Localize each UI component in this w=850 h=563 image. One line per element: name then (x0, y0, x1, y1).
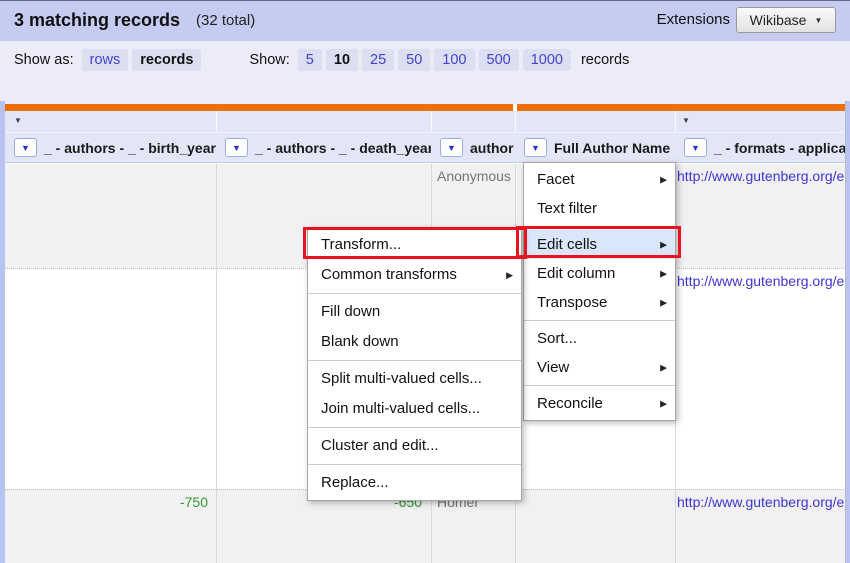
show-as-rows-link[interactable]: rows (81, 49, 129, 71)
column-header-row: ▼ _ - authors - _ - birth_year ▼ _ - aut… (5, 132, 846, 163)
show-controls: Show as: rows records Show: 5 10 25 50 1… (14, 49, 629, 71)
menu-divider (524, 385, 675, 386)
menu-item-reconcile[interactable]: Reconcile ▶ (524, 389, 675, 418)
page-size-5[interactable]: 5 (297, 49, 322, 71)
menu-divider (524, 226, 675, 227)
total-records-count: (32 total) (196, 12, 256, 29)
menu-item-edit-cells[interactable]: Edit cells ▶ (524, 230, 675, 259)
column-header-label: Full Author Name (554, 139, 671, 156)
page-size-500[interactable]: 500 (478, 49, 519, 71)
submenu-arrow-icon: ▶ (660, 297, 667, 307)
column-dropdown-menu: Facet ▶ Text filter Edit cells ▶ Edit colu… (523, 162, 676, 421)
menu-divider (308, 464, 521, 465)
author-cell: Anonymous (437, 168, 511, 184)
grid-top-strip (5, 101, 845, 104)
column-divider (216, 164, 217, 563)
birth-year-cell: -750 (179, 494, 208, 510)
column-dropdown-button[interactable]: ▼ (684, 138, 707, 157)
menu-item-edit-column[interactable]: Edit column ▶ (524, 259, 675, 288)
chevron-down-icon: ▼ (691, 142, 700, 153)
record-group-bar-right (517, 104, 845, 111)
chevron-down-icon: ▼ (814, 15, 823, 25)
column-header-full-author-name: ▼ Full Author Name (515, 133, 675, 162)
column-dropdown-button[interactable]: ▼ (225, 138, 248, 157)
chevron-down-icon: ▼ (531, 142, 540, 153)
page-size-units-label: records (580, 52, 630, 68)
formats-url-link[interactable]: http://www.gutenberg.org/eb (677, 273, 846, 289)
collapse-group-icon[interactable]: ▼ (14, 116, 22, 125)
record-group-bar-left (5, 104, 513, 111)
menu-item-cluster-and-edit[interactable]: Cluster and edit... (321, 437, 439, 454)
extensions-dropdown-button[interactable]: Wikibase ▼ (736, 7, 836, 33)
menu-item-view[interactable]: View ▶ (524, 353, 675, 382)
page-size-25[interactable]: 25 (362, 49, 395, 71)
view-toolbar: Show as: rows records Show: 5 10 25 50 1… (0, 41, 850, 129)
column-header-label: _ - formats - applicatio (714, 139, 846, 156)
submenu-arrow-icon: ▶ (660, 362, 667, 372)
submenu-arrow-icon: ▶ (660, 268, 667, 278)
menu-divider (308, 360, 521, 361)
extensions-label: Extensions (656, 11, 730, 28)
collapse-group-icon[interactable]: ▼ (682, 116, 690, 125)
column-header-label: author (470, 139, 514, 156)
chevron-down-icon: ▼ (232, 142, 241, 153)
menu-item-split-multivalued[interactable]: Split multi-valued cells... (321, 370, 482, 387)
edit-cells-submenu: Transform... Common transforms ▶ Fill dow… (307, 227, 522, 501)
menu-item-replace[interactable]: Replace... (321, 474, 389, 491)
menu-divider (524, 320, 675, 321)
formats-url-link[interactable]: http://www.gutenberg.org/eb (677, 168, 846, 184)
page-size-50[interactable]: 50 (398, 49, 431, 71)
menu-item-text-filter[interactable]: Text filter (537, 200, 598, 217)
menu-divider (308, 293, 521, 294)
title-bar: 3 matching records (32 total) Extensions… (0, 1, 850, 41)
column-dropdown-button[interactable]: ▼ (14, 138, 37, 157)
page-size-1000[interactable]: 1000 (522, 49, 571, 71)
menu-divider (308, 427, 521, 428)
submenu-arrow-icon: ▶ (660, 239, 667, 249)
column-dropdown-button[interactable]: ▼ (440, 138, 463, 157)
menu-item-transpose[interactable]: Transpose ▶ (524, 288, 675, 317)
show-as-records-selected: records (132, 49, 202, 71)
column-header-author: ▼ author (431, 133, 515, 162)
formats-url-link[interactable]: http://www.gutenberg.org/eb (677, 494, 846, 510)
show-label: Show: (249, 52, 290, 68)
menu-item-fill-down[interactable]: Fill down (321, 303, 381, 320)
show-as-label: Show as: (14, 52, 74, 68)
chevron-down-icon: ▼ (447, 142, 456, 153)
submenu-arrow-icon: ▶ (506, 270, 513, 280)
menu-item-common-transforms[interactable]: Common transforms ▶ (308, 260, 521, 290)
column-header-birth-year: ▼ _ - authors - _ - birth_year (5, 133, 216, 162)
menu-item-transform[interactable]: Transform... (321, 236, 402, 253)
column-group-row: ▼ ▼ (5, 111, 845, 132)
menu-item-sort[interactable]: Sort... (537, 330, 578, 347)
extensions-dropdown-value: Wikibase (749, 12, 807, 28)
page-size-10-selected: 10 (325, 49, 359, 71)
column-header-formats: ▼ _ - formats - applicatio (675, 133, 846, 162)
menu-item-facet[interactable]: Facet ▶ (524, 165, 675, 194)
menu-item-join-multivalued[interactable]: Join multi-valued cells... (321, 400, 481, 417)
submenu-arrow-icon: ▶ (660, 174, 667, 184)
page-size-100[interactable]: 100 (434, 49, 475, 71)
column-header-death-year: ▼ _ - authors - _ - death_year (216, 133, 431, 162)
submenu-arrow-icon: ▶ (660, 398, 667, 408)
column-header-label: _ - authors - _ - birth_year (44, 139, 216, 156)
menu-item-blank-down[interactable]: Blank down (321, 333, 399, 350)
chevron-down-icon: ▼ (21, 142, 30, 153)
column-dropdown-button[interactable]: ▼ (524, 138, 547, 157)
column-header-label: _ - authors - _ - death_year (255, 139, 431, 156)
matching-records-title: 3 matching records (14, 10, 181, 30)
